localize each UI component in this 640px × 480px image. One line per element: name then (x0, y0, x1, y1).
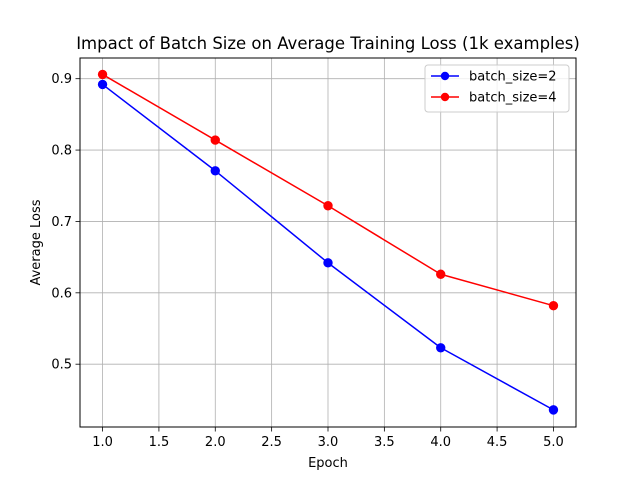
y-axis-label: Average Loss (29, 199, 44, 285)
y-tick-label: 0.6 (51, 286, 72, 301)
legend-marker (440, 92, 450, 102)
y-tick-label: 0.7 (51, 215, 72, 230)
data-point (548, 405, 559, 415)
x-tick-label: 2.0 (205, 435, 226, 450)
y-axis-ticks: 0.5 0.6 0.7 0.8 0.9 (51, 72, 80, 373)
x-axis-ticks: 1.0 1.5 2.0 2.5 3.0 3.5 4.0 4.5 5.0 (92, 427, 564, 450)
data-point (548, 300, 559, 311)
data-point (210, 166, 220, 176)
grid-lines (80, 58, 576, 427)
series-layer (97, 69, 559, 415)
legend-item-batch-size-2: batch_size=2 (431, 70, 557, 85)
x-tick-label: 3.5 (374, 435, 395, 450)
legend-label: batch_size=4 (469, 91, 557, 106)
y-tick-label: 0.5 (51, 358, 72, 373)
y-tick-label: 0.8 (51, 144, 72, 159)
x-tick-label: 5.0 (543, 435, 564, 450)
data-point (210, 135, 220, 145)
x-axis-label: Epoch (308, 456, 348, 471)
chart-title: Impact of Batch Size on Average Training… (76, 34, 580, 53)
x-tick-label: 4.5 (487, 435, 508, 450)
legend-label: batch_size=2 (469, 70, 557, 85)
data-point (323, 258, 333, 268)
y-tick-label: 0.9 (51, 72, 72, 87)
legend-item-batch-size-4: batch_size=4 (431, 91, 557, 106)
legend-marker (440, 71, 450, 81)
legend-box (424, 64, 570, 113)
data-point (436, 269, 446, 279)
data-point (436, 343, 446, 353)
data-point (323, 201, 333, 211)
data-point (97, 69, 108, 80)
legend: batch_size=2 batch_size=4 (424, 64, 570, 113)
x-tick-label: 1.5 (149, 435, 170, 450)
x-tick-label: 4.0 (430, 435, 451, 450)
series-batch-size-2 (97, 79, 559, 415)
x-tick-label: 3.0 (318, 435, 339, 450)
data-point (97, 79, 108, 90)
x-tick-label: 1.0 (92, 435, 113, 450)
series-batch-size-4 (97, 69, 559, 311)
x-tick-label: 2.5 (261, 435, 282, 450)
